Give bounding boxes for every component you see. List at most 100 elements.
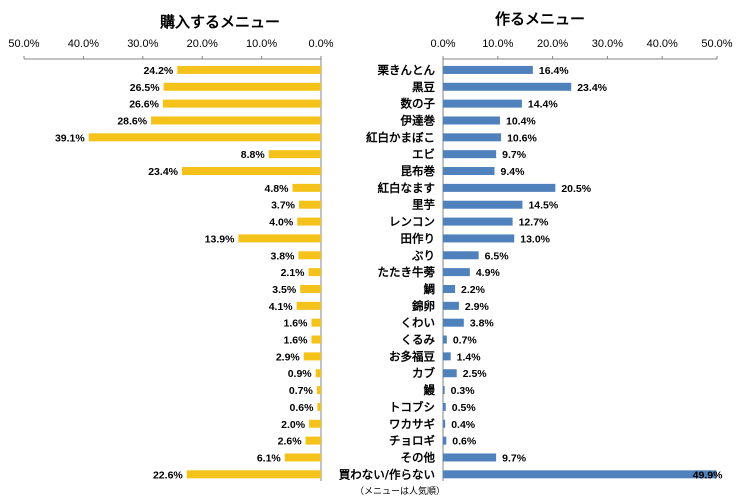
left-value-label: 0.6% [289,402,314,414]
right-value-label: 0.7% [453,335,478,347]
right-tick-label: 40.0% [647,38,678,50]
left-bar [317,402,321,411]
right-value-label: 10.6% [507,132,537,144]
right-bar [443,167,495,176]
category-label: レンコン [389,215,435,229]
left-tick-label: 50.0% [8,38,39,50]
category-label: 鰻 [424,383,436,397]
category-label: くるみ [401,333,436,347]
left-bar [284,453,321,462]
left-bar [305,436,321,445]
right-value-label: 14.4% [528,99,558,111]
category-label: 数の子 [401,97,436,111]
right-value-label: 10.4% [506,115,536,127]
right-value-label: 1.4% [457,351,482,363]
right-value-label: 9.7% [502,452,527,464]
left-bar [162,99,321,108]
left-bar [298,251,321,260]
category-label: チョロギ [389,434,435,448]
left-bar [151,116,321,125]
left-value-label: 2.0% [281,419,306,431]
right-bar [443,318,464,327]
category-label: 里芋 [412,198,435,212]
left-tick-label: 40.0% [68,38,99,50]
right-tick-label: 10.0% [482,38,513,50]
right-value-label: 20.5% [561,183,591,195]
left-value-label: 8.8% [241,149,266,161]
left-value-label: 28.6% [117,115,147,127]
category-label: 紅白かまぼこ [366,130,435,144]
category-label: エビ [412,147,435,161]
left-bar [311,335,321,344]
right-bar [443,133,502,142]
left-value-label: 6.1% [257,452,282,464]
left-tick-label: 0.0% [308,38,333,50]
right-value-label: 23.4% [577,82,607,94]
right-bar [443,386,445,395]
right-tick-label: 50.0% [701,38,732,50]
left-value-label: 23.4% [148,166,178,178]
right-bar [443,82,572,91]
category-label: トコブシ [389,400,435,414]
left-value-label: 4.1% [269,301,294,313]
right-bar [443,251,479,260]
left-bar [300,284,321,293]
left-bar [311,318,321,327]
left-bar [308,268,321,277]
right-value-label: 49.9% [693,469,723,481]
left-bar [163,82,321,91]
right-bar [443,335,447,344]
category-label: その他 [401,450,436,464]
category-label: 伊達巻 [400,113,436,127]
category-label: たたき牛蒡 [378,265,436,279]
right-bar [443,470,717,479]
category-label: くわい [401,316,436,330]
right-axis-tick-labels: 0.0% 10.0% 20.0% 30.0% 40.0% 50.0% [430,38,732,50]
right-bar [443,268,470,277]
right-bar [443,453,497,462]
left-bar [186,470,321,479]
right-value-label: 4.9% [476,267,501,279]
left-value-label: 3.7% [271,200,296,212]
right-bar [443,200,523,209]
right-value-label: 12.7% [519,217,549,229]
category-labels: 栗きんとん黒豆数の子伊達巻紅白かまぼこエビ昆布巻紅白なます里芋レンコン田作りぶり… [339,63,436,481]
category-label: 昆布巻 [401,164,436,178]
left-value-label: 4.0% [269,217,294,229]
left-bar [303,352,321,361]
left-value-label: 26.6% [129,99,159,111]
category-label: 黒豆 [412,80,435,94]
right-value-label: 9.7% [502,149,527,161]
right-value-label: 2.5% [463,368,488,380]
left-bar [299,200,321,209]
left-value-label: 1.6% [284,335,309,347]
left-value-label: 1.6% [284,318,309,330]
left-value-label: 13.9% [205,233,235,245]
category-label: ワカサギ [389,417,435,431]
right-bar [443,183,556,192]
left-bar [315,369,321,378]
right-bar-series: 16.4% 23.4% 14.4% 10.4% 10.6% 9.7% 9.4% 20.5%14… [443,65,723,481]
category-label: 鯛 [424,282,436,296]
left-bar [309,419,321,428]
right-bar [443,402,446,411]
right-bar [443,352,451,361]
right-value-label: 2.9% [465,301,490,313]
right-tick-label: 0.0% [430,38,455,50]
left-bar [296,301,321,310]
category-label: カブ [412,366,435,380]
left-value-label: 2.1% [281,267,306,279]
right-value-label: 0.6% [452,436,477,448]
left-value-label: 4.8% [265,183,290,195]
left-bar-series: 24.2% 26.5% 26.6% 28.6% 39.1% 8.8% 23.4% 4.8% 3.… [55,65,321,481]
left-bar [177,65,321,74]
left-bar [297,217,321,226]
right-value-label: 13.0% [520,233,550,245]
category-label: 栗きんとん [377,63,436,77]
right-bar [443,369,457,378]
left-value-label: 2.6% [278,436,303,448]
left-bar [182,167,321,176]
left-tick-label: 20.0% [187,38,218,50]
right-bar [443,150,497,159]
